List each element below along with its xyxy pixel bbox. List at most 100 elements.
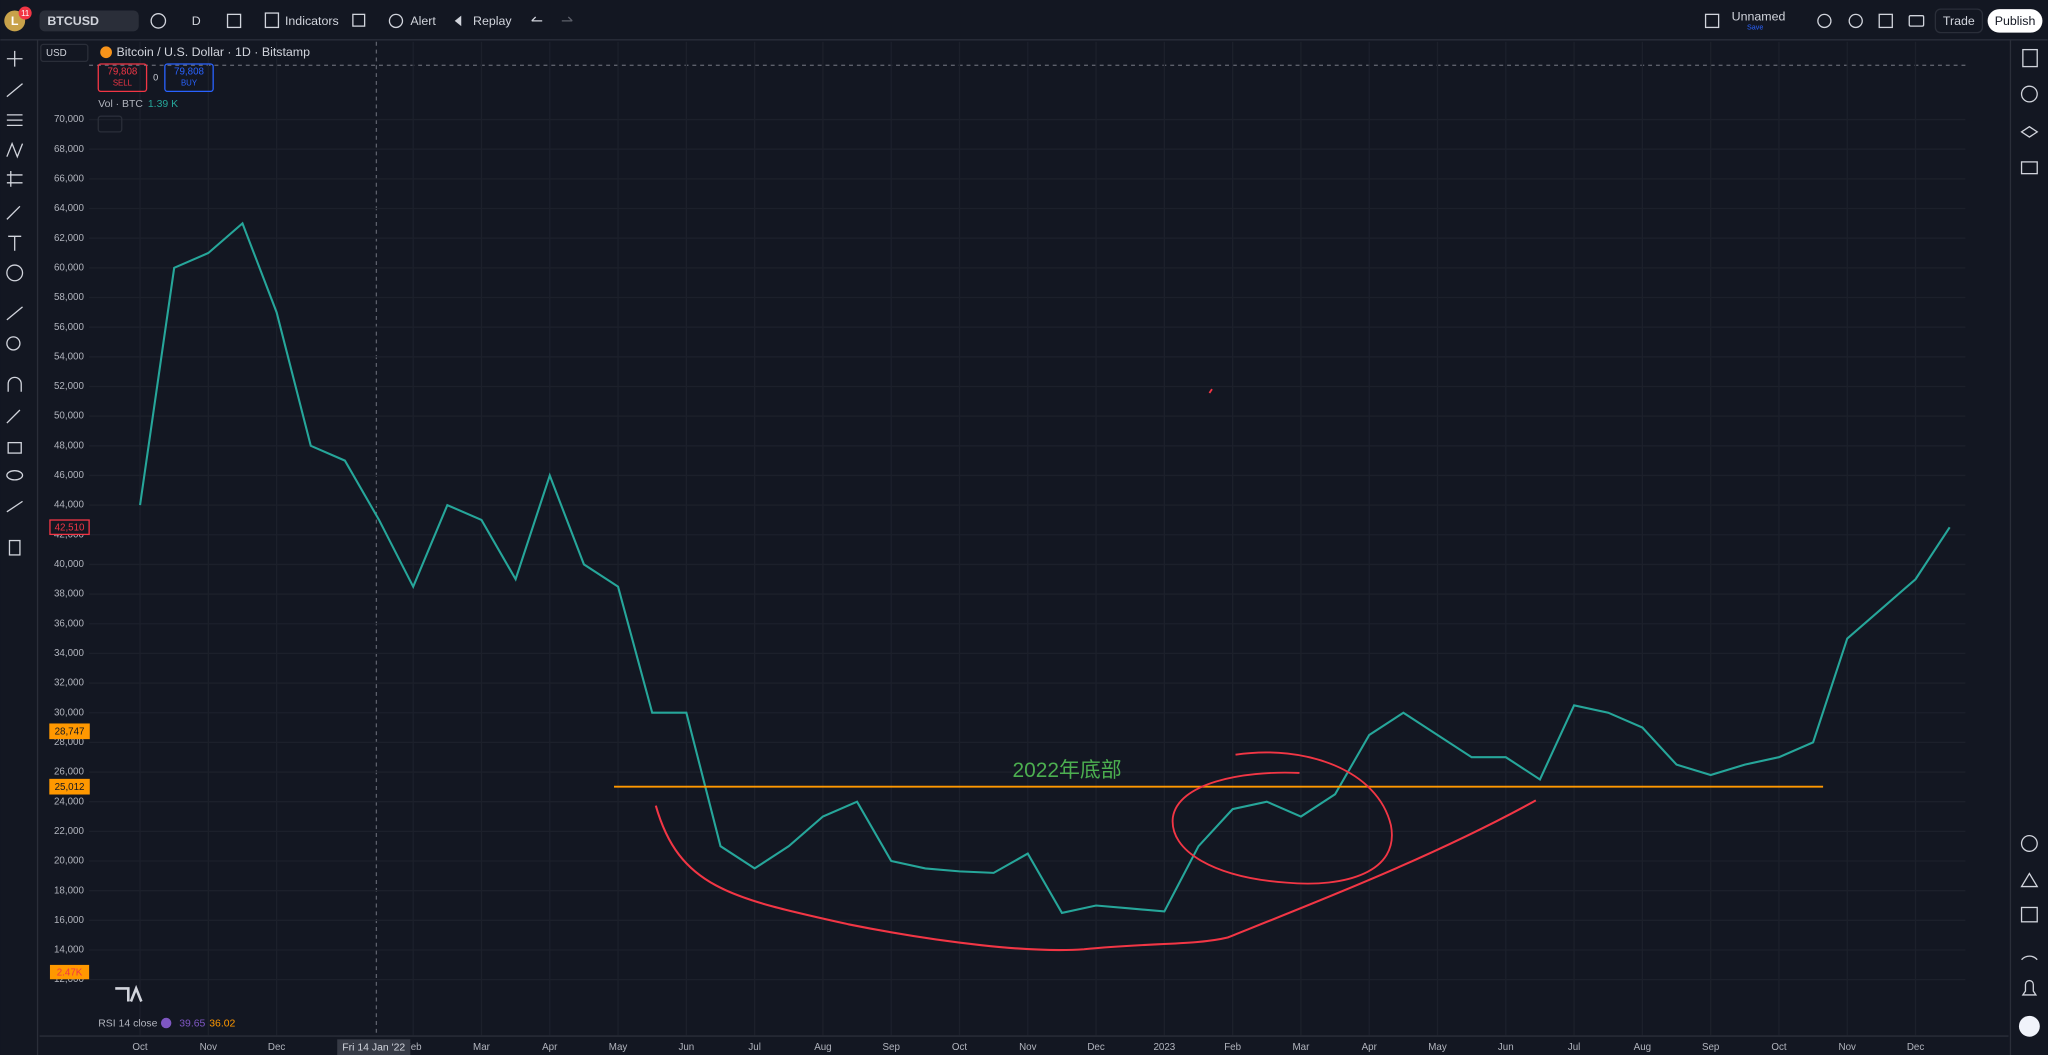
link-tool[interactable] (6, 500, 23, 513)
currency-box[interactable] (40, 43, 89, 63)
x-tick-label: Sep (1702, 1042, 1720, 1053)
annotation: 2022年底部 (1013, 759, 1122, 782)
y-tick-label: 64,000 (54, 203, 84, 214)
trash-tool[interactable] (8, 539, 21, 556)
publish-box[interactable] (1987, 9, 2043, 33)
y-tick-label: 30,000 (54, 707, 84, 718)
x-tick-label: Jul (1568, 1042, 1581, 1053)
layout-name[interactable]: Unnamed (1732, 9, 1786, 23)
target-icon[interactable] (2020, 834, 2038, 852)
text-tool[interactable] (8, 235, 22, 251)
magnet-tool[interactable] (7, 376, 22, 392)
alert-icon[interactable] (388, 13, 404, 29)
volume-tag: 2.47K (57, 967, 83, 978)
x-tick-label: Nov (1019, 1042, 1037, 1053)
price-label-box (49, 519, 90, 536)
x-tick-label: Apr (542, 1042, 558, 1053)
chart-type-icon[interactable] (226, 13, 242, 29)
zoom-tool[interactable] (6, 336, 21, 351)
plot: 42,510 28,747 25,012 (49, 221, 1951, 915)
settings-icon[interactable] (1848, 13, 1863, 29)
x-tick-label: Oct (132, 1042, 147, 1053)
price-label: 42,510 (55, 522, 85, 533)
y-tick-label: 46,000 (54, 470, 84, 481)
chat-icon[interactable] (2020, 161, 2038, 175)
pattern-tool[interactable] (6, 141, 24, 159)
y-tick-label: 48,000 (54, 440, 84, 451)
search-icon[interactable] (1817, 13, 1832, 29)
price-line (139, 221, 1951, 915)
symbol-logo (100, 46, 112, 59)
collapse-button[interactable] (97, 115, 123, 133)
ruler-tool[interactable] (6, 306, 23, 321)
badge (18, 6, 32, 20)
x-tick-label: Jun (678, 1042, 694, 1053)
ideas-icon[interactable] (2020, 872, 2039, 888)
indicators-button[interactable]: Indicators (285, 14, 339, 28)
undo-icon[interactable] (531, 16, 543, 22)
x-tick-label: Sep (883, 1042, 901, 1053)
apps-icon[interactable] (2018, 1015, 2040, 1037)
tv-logo (115, 984, 143, 1002)
prediction-tool[interactable] (6, 171, 23, 187)
avatar-letter: L (11, 14, 19, 28)
crosshair-date: Fri 14 Jan '22 (342, 1043, 405, 1054)
x-tick-label: 2023 (1153, 1042, 1175, 1053)
y-tick-label: 70,000 (54, 114, 84, 125)
y-tick-label: 52,000 (54, 381, 84, 392)
camera-icon[interactable] (1908, 15, 1925, 27)
sell-box[interactable] (97, 63, 148, 93)
layout-icon[interactable] (1704, 13, 1720, 29)
fib-tool[interactable] (6, 114, 23, 126)
brush-tool[interactable] (6, 205, 21, 220)
publish-button[interactable]: Publish (1995, 14, 2036, 28)
fullscreen-icon[interactable] (1878, 13, 1893, 29)
interval[interactable]: D (192, 14, 201, 28)
calendar-icon[interactable] (2020, 906, 2038, 923)
redo-icon[interactable] (561, 16, 573, 22)
alert-button[interactable]: Alert (410, 14, 436, 28)
y-tick-label: 26,000 (54, 767, 84, 778)
y-tick-label: 62,000 (54, 233, 84, 244)
y-tick-label: 16,000 (54, 915, 84, 926)
x-tick-label: May (1428, 1042, 1447, 1053)
y-tick-label: 38,000 (54, 589, 84, 600)
x-tick-label: Nov (1839, 1042, 1857, 1053)
add-icon[interactable] (150, 13, 167, 29)
save-label[interactable]: Save (1747, 23, 1763, 31)
y-tick-label: 66,000 (54, 173, 84, 184)
watchlist-icon[interactable] (2022, 48, 2038, 68)
indicators-icon[interactable] (264, 12, 280, 29)
rsi-label: RSI 14 close (98, 1018, 157, 1029)
x-tick-label: Oct (1771, 1042, 1786, 1053)
visibility-tool[interactable] (6, 470, 24, 481)
y-tick-label: 56,000 (54, 322, 84, 333)
alerts-icon[interactable] (2020, 85, 2038, 103)
trade-box[interactable] (1934, 8, 1984, 34)
grid: 12,000 14,000 16,000 18,000 20,000 22,000 24,0… (54, 41, 1966, 1053)
badge-count: 11 (21, 9, 29, 18)
y-tick-label: 12,000 (54, 974, 84, 985)
notification-icon[interactable] (2021, 979, 2038, 996)
sell-label: SELL (113, 79, 133, 88)
layers-icon[interactable] (2020, 125, 2039, 138)
draw-mode-tool[interactable] (6, 409, 21, 424)
lock-tool[interactable] (7, 441, 22, 454)
replay-button[interactable]: Replay (473, 14, 512, 28)
stream-icon[interactable] (2021, 955, 2038, 961)
templates-icon[interactable] (352, 13, 366, 27)
x-tick-label: Aug (814, 1042, 831, 1053)
price-label: 28,747 (55, 727, 85, 738)
y-tick-label: 54,000 (54, 351, 84, 362)
line-tool[interactable] (6, 83, 23, 98)
y-tick-label: 24,000 (54, 796, 84, 807)
crosshair-tool[interactable] (6, 50, 23, 67)
x-tick-label: Apr (1362, 1042, 1378, 1053)
x-tick-label: May (609, 1042, 628, 1053)
emoji-tool[interactable] (6, 264, 24, 282)
y-tick-label: 22,000 (54, 826, 84, 837)
trade-button[interactable]: Trade (1943, 14, 1975, 28)
buy-box[interactable] (164, 63, 214, 93)
symbol-box[interactable] (39, 10, 139, 32)
